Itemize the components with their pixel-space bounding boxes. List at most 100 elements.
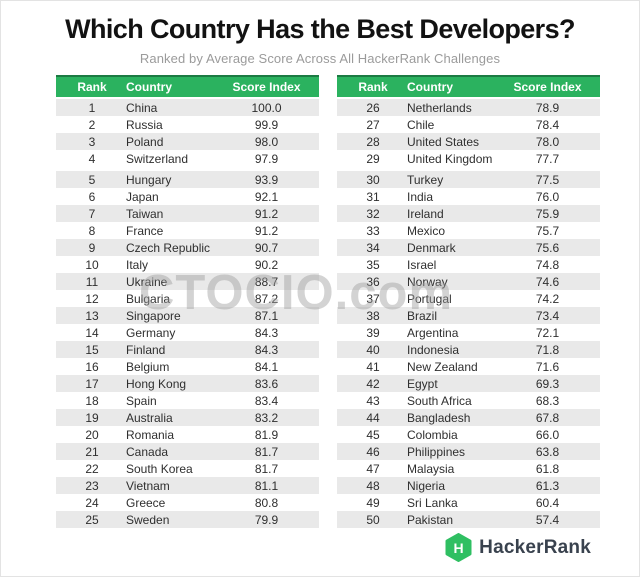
table-row: 16 Belgium 84.1 — [56, 358, 319, 375]
score-cell: 72.1 — [535, 325, 560, 340]
score-cell: 83.2 — [254, 410, 279, 425]
score-cell: 61.3 — [535, 478, 560, 493]
table-row: 13 Singapore 87.1 — [56, 307, 319, 324]
table-row: 8 France 91.2 — [56, 222, 319, 239]
rank-cell: 16 — [85, 359, 99, 374]
country-cell: Japan — [126, 189, 159, 204]
table-row: 27 Chile 78.4 — [337, 116, 600, 133]
ranking-table-left: Rank Country Score Index 1 China 100.0 2… — [56, 75, 319, 528]
table-row: 44 Bangladesh 67.8 — [337, 409, 600, 426]
rank-cell: 30 — [366, 172, 380, 187]
score-cell: 83.6 — [254, 376, 279, 391]
country-cell: Hungary — [126, 172, 172, 187]
rank-cell: 22 — [85, 461, 99, 476]
country-cell: Ireland — [407, 206, 444, 221]
rank-cell: 5 — [88, 172, 96, 187]
rank-cell: 11 — [85, 274, 99, 289]
table-row: 48 Nigeria 61.3 — [337, 477, 600, 494]
rank-cell: 47 — [366, 461, 380, 476]
rank-cell: 46 — [366, 444, 380, 459]
country-cell: South Africa — [407, 393, 472, 408]
country-cell: Israel — [407, 257, 437, 272]
country-cell: Spain — [126, 393, 157, 408]
score-cell: 90.2 — [254, 257, 279, 272]
score-cell: 81.7 — [254, 461, 279, 476]
table-row: 10 Italy 90.2 — [56, 256, 319, 273]
rank-cell: 41 — [366, 359, 380, 374]
country-cell: Germany — [126, 325, 176, 340]
score-cell: 81.1 — [254, 478, 279, 493]
country-cell: Australia — [126, 410, 173, 425]
table-row: 7 Taiwan 91.2 — [56, 205, 319, 222]
country-cell: Mexico — [407, 223, 446, 238]
ranking-table-right: Rank Country Score Index 26 Netherlands … — [337, 75, 600, 528]
table-body-right: 26 Netherlands 78.9 27 Chile 78.4 28 Uni… — [337, 99, 600, 528]
rank-cell: 9 — [88, 240, 96, 255]
country-cell: Turkey — [407, 172, 444, 187]
score-cell: 75.6 — [535, 240, 560, 255]
score-cell: 66.0 — [535, 427, 560, 442]
rank-cell: 29 — [366, 151, 380, 166]
ranking-tables: Rank Country Score Index 1 China 100.0 2… — [56, 75, 600, 528]
rank-cell: 27 — [366, 117, 380, 132]
country-cell: Norway — [407, 274, 448, 289]
score-cell: 73.4 — [535, 308, 560, 323]
table-row: 34 Denmark 75.6 — [337, 239, 600, 256]
country-cell: China — [126, 100, 158, 115]
hackerrank-hexagon-h-icon: H — [445, 533, 472, 562]
rank-cell: 12 — [85, 291, 99, 306]
rank-cell: 44 — [366, 410, 380, 425]
table-row: 6 Japan 92.1 — [56, 188, 319, 205]
rank-cell: 35 — [366, 257, 380, 272]
page-title: Which Country Has the Best Developers? — [65, 14, 575, 44]
country-cell: Russia — [126, 117, 163, 132]
rank-cell: 23 — [85, 478, 99, 493]
table-row: 22 South Korea 81.7 — [56, 460, 319, 477]
country-cell: Bangladesh — [407, 410, 471, 425]
country-cell: Nigeria — [407, 478, 446, 493]
country-cell: Pakistan — [407, 512, 454, 527]
rank-cell: 31 — [366, 189, 380, 204]
rank-cell: 50 — [366, 512, 380, 527]
table-row: 4 Switzerland 97.9 — [56, 150, 319, 167]
country-column-header: Country — [407, 80, 453, 94]
country-cell: Romania — [126, 427, 175, 442]
brand-footer: H HackerRank — [445, 533, 591, 562]
score-cell: 84.1 — [254, 359, 279, 374]
country-cell: Belgium — [126, 359, 170, 374]
country-cell: Italy — [126, 257, 149, 272]
score-cell: 92.1 — [254, 189, 279, 204]
score-cell: 74.2 — [535, 291, 560, 306]
rank-cell: 19 — [85, 410, 99, 425]
rank-cell: 6 — [88, 189, 96, 204]
country-cell: Bulgaria — [126, 291, 171, 306]
table-row: 23 Vietnam 81.1 — [56, 477, 319, 494]
country-cell: Brazil — [407, 308, 438, 323]
rank-cell: 45 — [366, 427, 380, 442]
rank-cell: 42 — [366, 376, 380, 391]
score-cell: 75.7 — [535, 223, 560, 238]
rank-cell: 26 — [366, 100, 380, 115]
rank-cell: 1 — [88, 100, 96, 115]
rank-cell: 7 — [88, 206, 96, 221]
table-row: 11 Ukraine 88.7 — [56, 273, 319, 290]
score-cell: 71.8 — [535, 342, 560, 357]
score-cell: 74.6 — [535, 274, 560, 289]
table-row: 1 China 100.0 — [56, 99, 319, 116]
country-cell: United Kingdom — [407, 151, 493, 166]
score-column-header: Score Index — [513, 80, 582, 94]
rank-cell: 2 — [88, 117, 96, 132]
country-cell: Portugal — [407, 291, 452, 306]
country-cell: Chile — [407, 117, 435, 132]
table-row: 50 Pakistan 57.4 — [337, 511, 600, 528]
table-row: 30 Turkey 77.5 — [337, 171, 600, 188]
score-cell: 78.4 — [535, 117, 560, 132]
table-row: 43 South Africa 68.3 — [337, 392, 600, 409]
score-cell: 67.8 — [535, 410, 560, 425]
score-cell: 75.9 — [535, 206, 560, 221]
country-cell: Ukraine — [126, 274, 168, 289]
table-body-left: 1 China 100.0 2 Russia 99.9 3 Poland 98.… — [56, 99, 319, 528]
table-row: 35 Israel 74.8 — [337, 256, 600, 273]
score-cell: 57.4 — [535, 512, 560, 527]
